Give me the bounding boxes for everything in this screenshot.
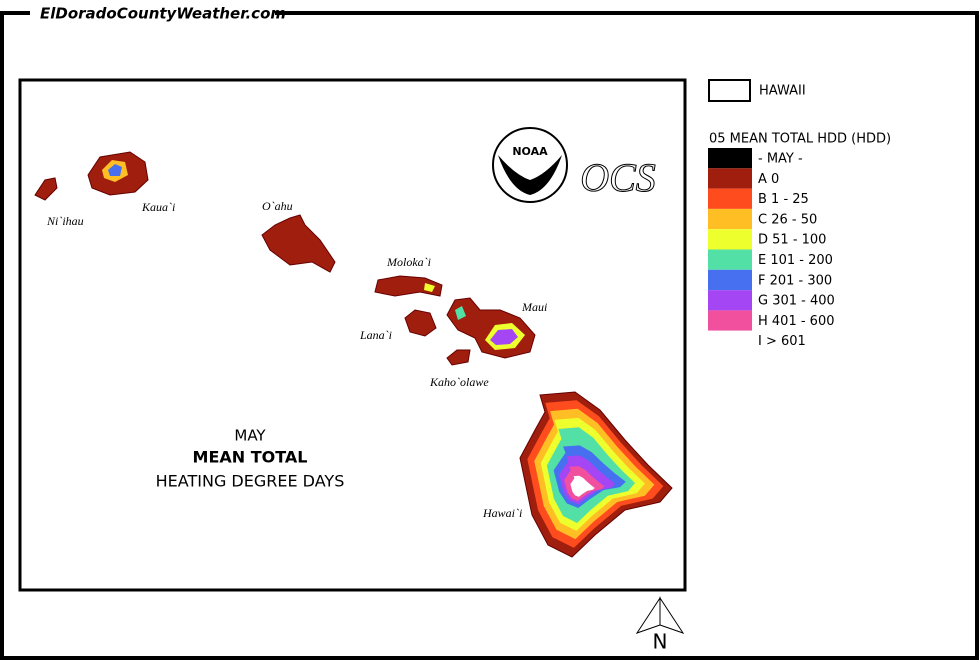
map-title-line2: HEATING DEGREE DAYS (156, 472, 345, 491)
island-hawaii (519, 391, 673, 558)
map-title-line1: MEAN TOTAL (193, 448, 308, 467)
island-label: Lana`i (359, 328, 392, 342)
island-molokai-peak (424, 283, 435, 292)
map-title-month: MAY (234, 427, 266, 445)
legend-label: - MAY - (758, 152, 803, 167)
legend: - MAY - A 0 B 1 - 25 C 26 - 50 D 51 - 100 E 1… (708, 148, 835, 351)
island-maui-w (455, 306, 466, 320)
island-niihau (34, 177, 58, 201)
ocs-logo: OCS (580, 155, 656, 200)
legend-label: E 101 - 200 (758, 253, 833, 268)
outer-frame (0, 11, 979, 660)
boundary-swatch (708, 79, 751, 102)
legend-label: B 1 - 25 (758, 192, 809, 207)
site-name: ElDoradoCountyWeather.com (40, 5, 286, 23)
island-label: Ni`ihau (46, 214, 84, 228)
legend-swatch (708, 269, 752, 291)
north-arrow (659, 596, 685, 634)
island-label: Kaho`olawe (429, 375, 489, 389)
island-kahoolawe (446, 349, 471, 366)
island-oahu (261, 214, 336, 273)
legend-label: C 26 - 50 (758, 212, 817, 227)
legend-swatch (708, 229, 752, 250)
islands (34, 151, 536, 366)
legend-swatch (708, 310, 752, 331)
north-arrow (635, 596, 661, 634)
legend-swatch (708, 168, 752, 189)
island-label: Moloka`i (386, 255, 431, 269)
legend-label: D 51 - 100 (758, 233, 826, 248)
legend-title: 05 MEAN TOTAL HDD (HDD) (709, 132, 891, 147)
noaa-text: NOAA (512, 145, 548, 158)
legend-swatch (708, 208, 752, 230)
legend-swatch (708, 330, 752, 351)
legend-label: I > 601 (758, 334, 806, 349)
island-molokai (374, 275, 443, 297)
legend-label: G 301 - 400 (758, 294, 835, 309)
island-label: Hawai`i (482, 506, 522, 520)
legend-swatch (708, 249, 752, 270)
noaa-bird (498, 155, 562, 195)
legend-label: A 0 (758, 172, 779, 187)
site-bg (30, 2, 275, 24)
contour-layer (570, 475, 595, 497)
legend-swatch (708, 290, 752, 311)
boundary-label: HAWAII (759, 84, 806, 99)
island-label: Maui (521, 300, 547, 314)
legend-swatch (708, 148, 752, 169)
island-lanai (404, 309, 437, 337)
north-label: N (653, 630, 668, 654)
island-label: Kaua`i (141, 200, 175, 214)
legend-label: H 401 - 600 (758, 314, 835, 329)
legend-swatch (708, 188, 752, 209)
island-maui-g (490, 329, 518, 345)
island-label: O`ahu (262, 199, 293, 213)
legend-label: F 201 - 300 (758, 273, 832, 288)
island-kauai-top (108, 164, 122, 176)
noaa-logo (492, 127, 568, 203)
